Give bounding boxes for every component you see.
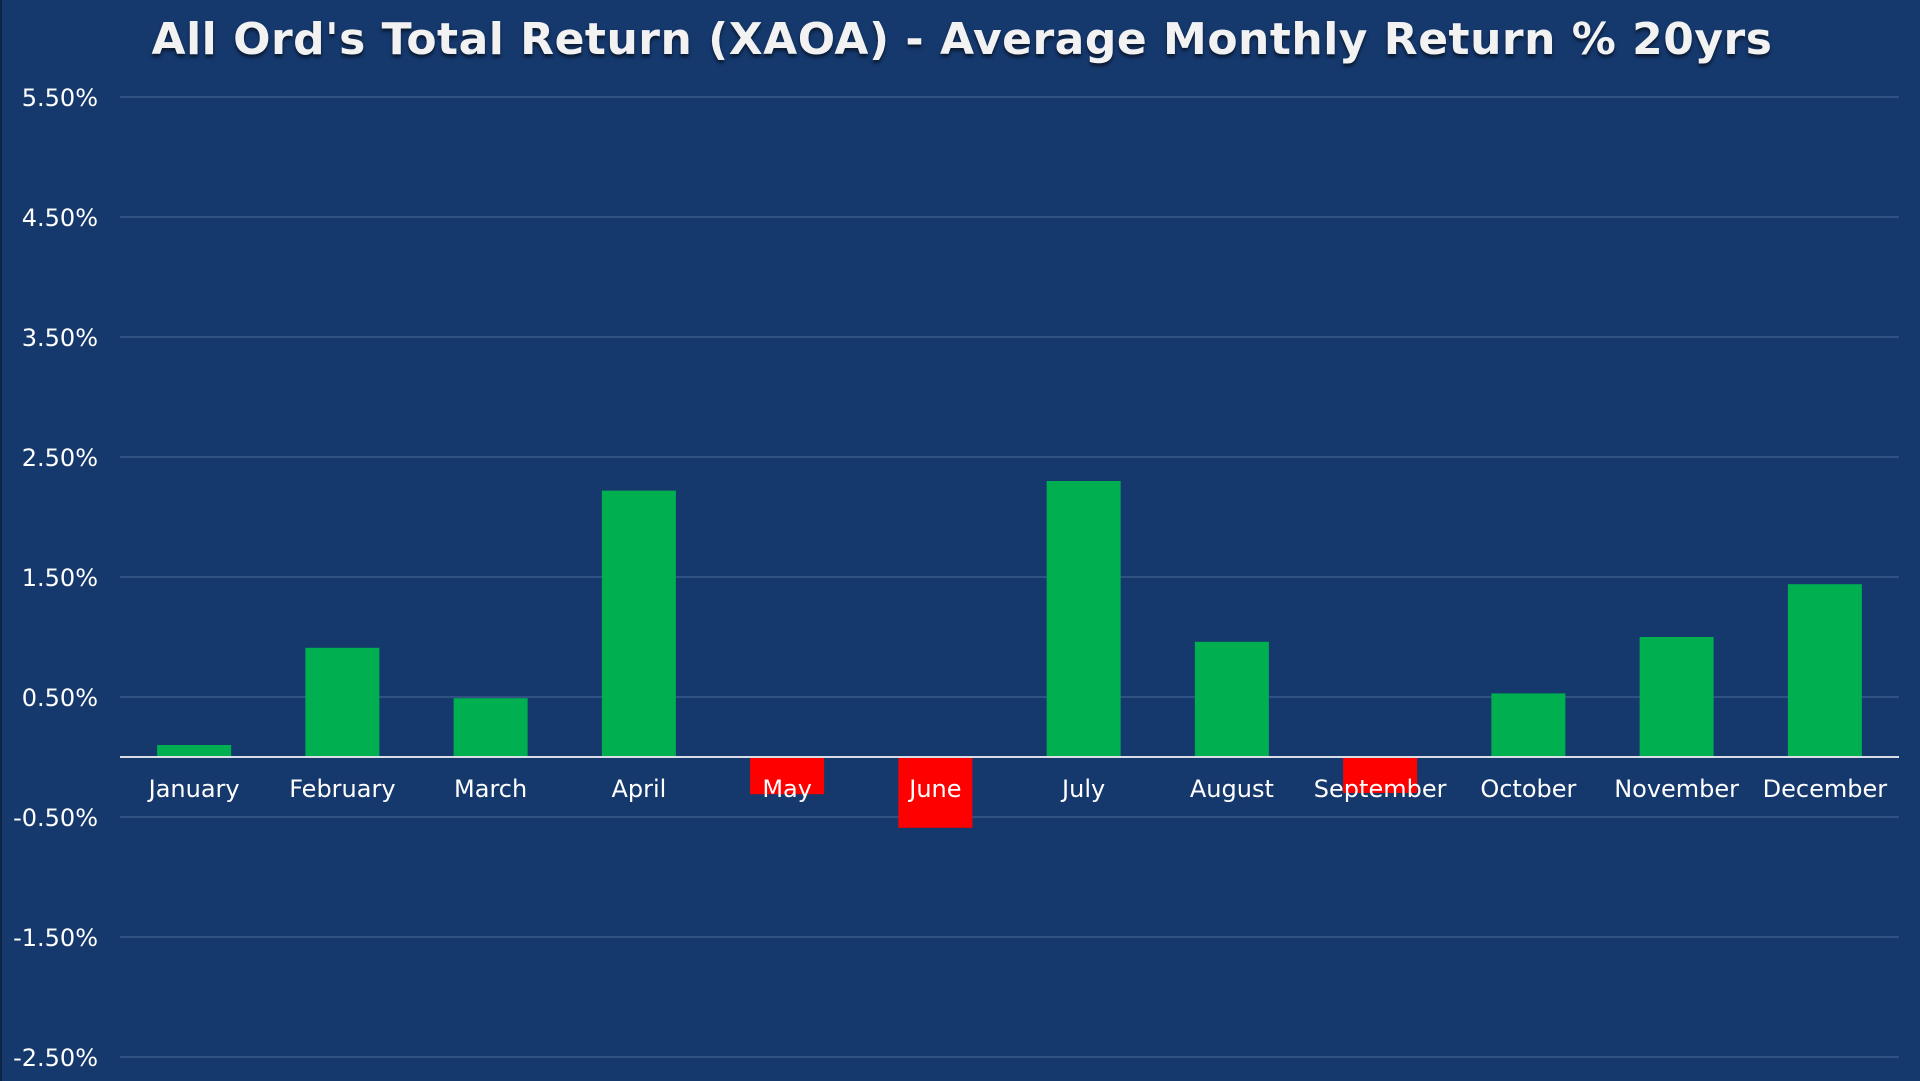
x-category-label: July (1060, 775, 1105, 803)
bar-october (1491, 693, 1566, 757)
y-tick-label: -2.50% (13, 1044, 98, 1072)
y-tick-label: 3.50% (22, 324, 98, 352)
bar-august (1194, 641, 1269, 757)
bar-july (1046, 481, 1121, 757)
y-tick-label: 5.50% (22, 84, 98, 112)
x-category-label: August (1190, 775, 1274, 803)
x-category-label: June (907, 775, 961, 803)
bar-september (1343, 757, 1418, 793)
chart-title: All Ord's Total Return (XAOA) - Average … (151, 14, 1773, 65)
x-category-label: October (1480, 775, 1576, 803)
y-tick-label: -0.50% (13, 804, 98, 832)
bars (157, 481, 1862, 828)
x-category-label: January (147, 775, 240, 803)
x-category-label: April (611, 775, 666, 803)
x-category-label: September (1314, 775, 1447, 803)
bar-march (453, 698, 528, 757)
bar-november (1639, 637, 1714, 757)
x-category-label: May (762, 775, 812, 803)
x-category-label: November (1614, 775, 1739, 803)
x-category-label: February (289, 775, 395, 803)
gridlines (120, 96, 1899, 1058)
bar-june (898, 757, 973, 828)
y-tick-label: 4.50% (22, 204, 98, 232)
y-tick-label: 0.50% (22, 684, 98, 712)
y-tick-label: -1.50% (13, 924, 98, 952)
bar-february (305, 647, 380, 757)
x-category-label: December (1763, 775, 1888, 803)
y-tick-label: 1.50% (22, 564, 98, 592)
bar-december (1787, 584, 1862, 757)
x-category-label: March (454, 775, 527, 803)
x-axis-categories: January February March April May June July Augu… (147, 775, 1888, 803)
bar-april (601, 490, 676, 757)
bar-january (157, 745, 232, 757)
y-tick-label: 2.50% (22, 444, 98, 472)
y-axis-ticks: 5.50% 4.50% 3.50% 2.50% 1.50% 0.50% -0.50% -1.5… (13, 84, 98, 1072)
bar-may (750, 757, 825, 795)
